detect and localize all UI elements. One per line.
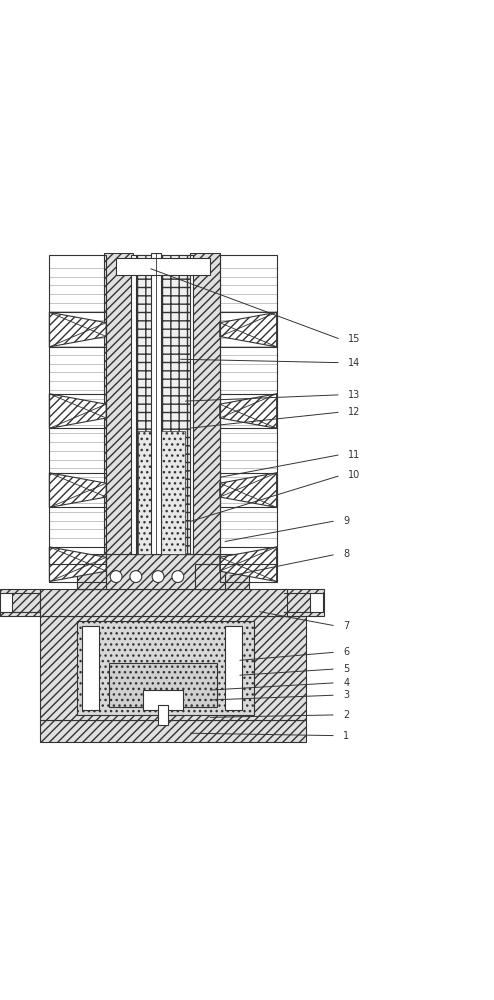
Bar	[77, 621, 254, 715]
Bar	[49, 312, 106, 347]
Bar	[49, 255, 106, 564]
Bar	[225, 626, 242, 710]
Text: 14: 14	[348, 358, 361, 368]
Polygon shape	[220, 473, 277, 507]
Polygon shape	[49, 394, 106, 428]
Polygon shape	[49, 547, 106, 582]
Text: 2: 2	[343, 710, 350, 720]
Bar	[220, 547, 277, 582]
Bar	[138, 431, 185, 554]
Bar	[220, 473, 277, 507]
Text: 4: 4	[343, 678, 349, 688]
Bar	[49, 473, 106, 507]
Text: 13: 13	[348, 390, 361, 400]
Bar	[131, 255, 148, 554]
Bar	[310, 593, 323, 612]
Circle shape	[172, 571, 184, 582]
Polygon shape	[220, 547, 277, 582]
Text: 5: 5	[343, 664, 350, 674]
Bar	[77, 554, 249, 589]
Text: 3: 3	[343, 690, 349, 700]
Bar	[40, 720, 306, 742]
Bar	[220, 255, 277, 564]
Circle shape	[152, 571, 164, 582]
Text: 10: 10	[348, 470, 361, 480]
Bar	[0, 593, 12, 612]
Bar	[195, 564, 225, 589]
Bar	[40, 616, 306, 720]
Text: 12: 12	[348, 407, 361, 417]
Bar	[190, 253, 220, 554]
Text: 7: 7	[343, 621, 350, 631]
Bar	[109, 663, 217, 707]
Polygon shape	[220, 312, 277, 347]
Bar	[77, 564, 106, 589]
Bar	[136, 255, 190, 554]
Bar	[49, 394, 106, 428]
Text: 9: 9	[343, 516, 349, 526]
Text: 6: 6	[343, 647, 349, 657]
Bar	[151, 253, 161, 554]
Text: 15: 15	[348, 334, 361, 344]
Bar	[104, 253, 133, 554]
Bar	[158, 705, 168, 725]
Text: 8: 8	[343, 549, 349, 559]
Bar	[49, 547, 106, 582]
Circle shape	[130, 571, 142, 582]
Bar	[220, 312, 277, 347]
Text: 1: 1	[343, 731, 349, 741]
Bar	[220, 394, 277, 428]
Bar	[284, 589, 324, 616]
Polygon shape	[49, 473, 106, 507]
Text: 11: 11	[348, 450, 361, 460]
Polygon shape	[220, 394, 277, 428]
Bar	[143, 690, 183, 710]
Bar	[175, 255, 193, 554]
Bar	[82, 626, 99, 710]
Circle shape	[110, 571, 122, 582]
Bar	[40, 589, 287, 616]
Polygon shape	[49, 312, 106, 347]
Bar	[116, 258, 210, 275]
Bar	[0, 589, 40, 616]
